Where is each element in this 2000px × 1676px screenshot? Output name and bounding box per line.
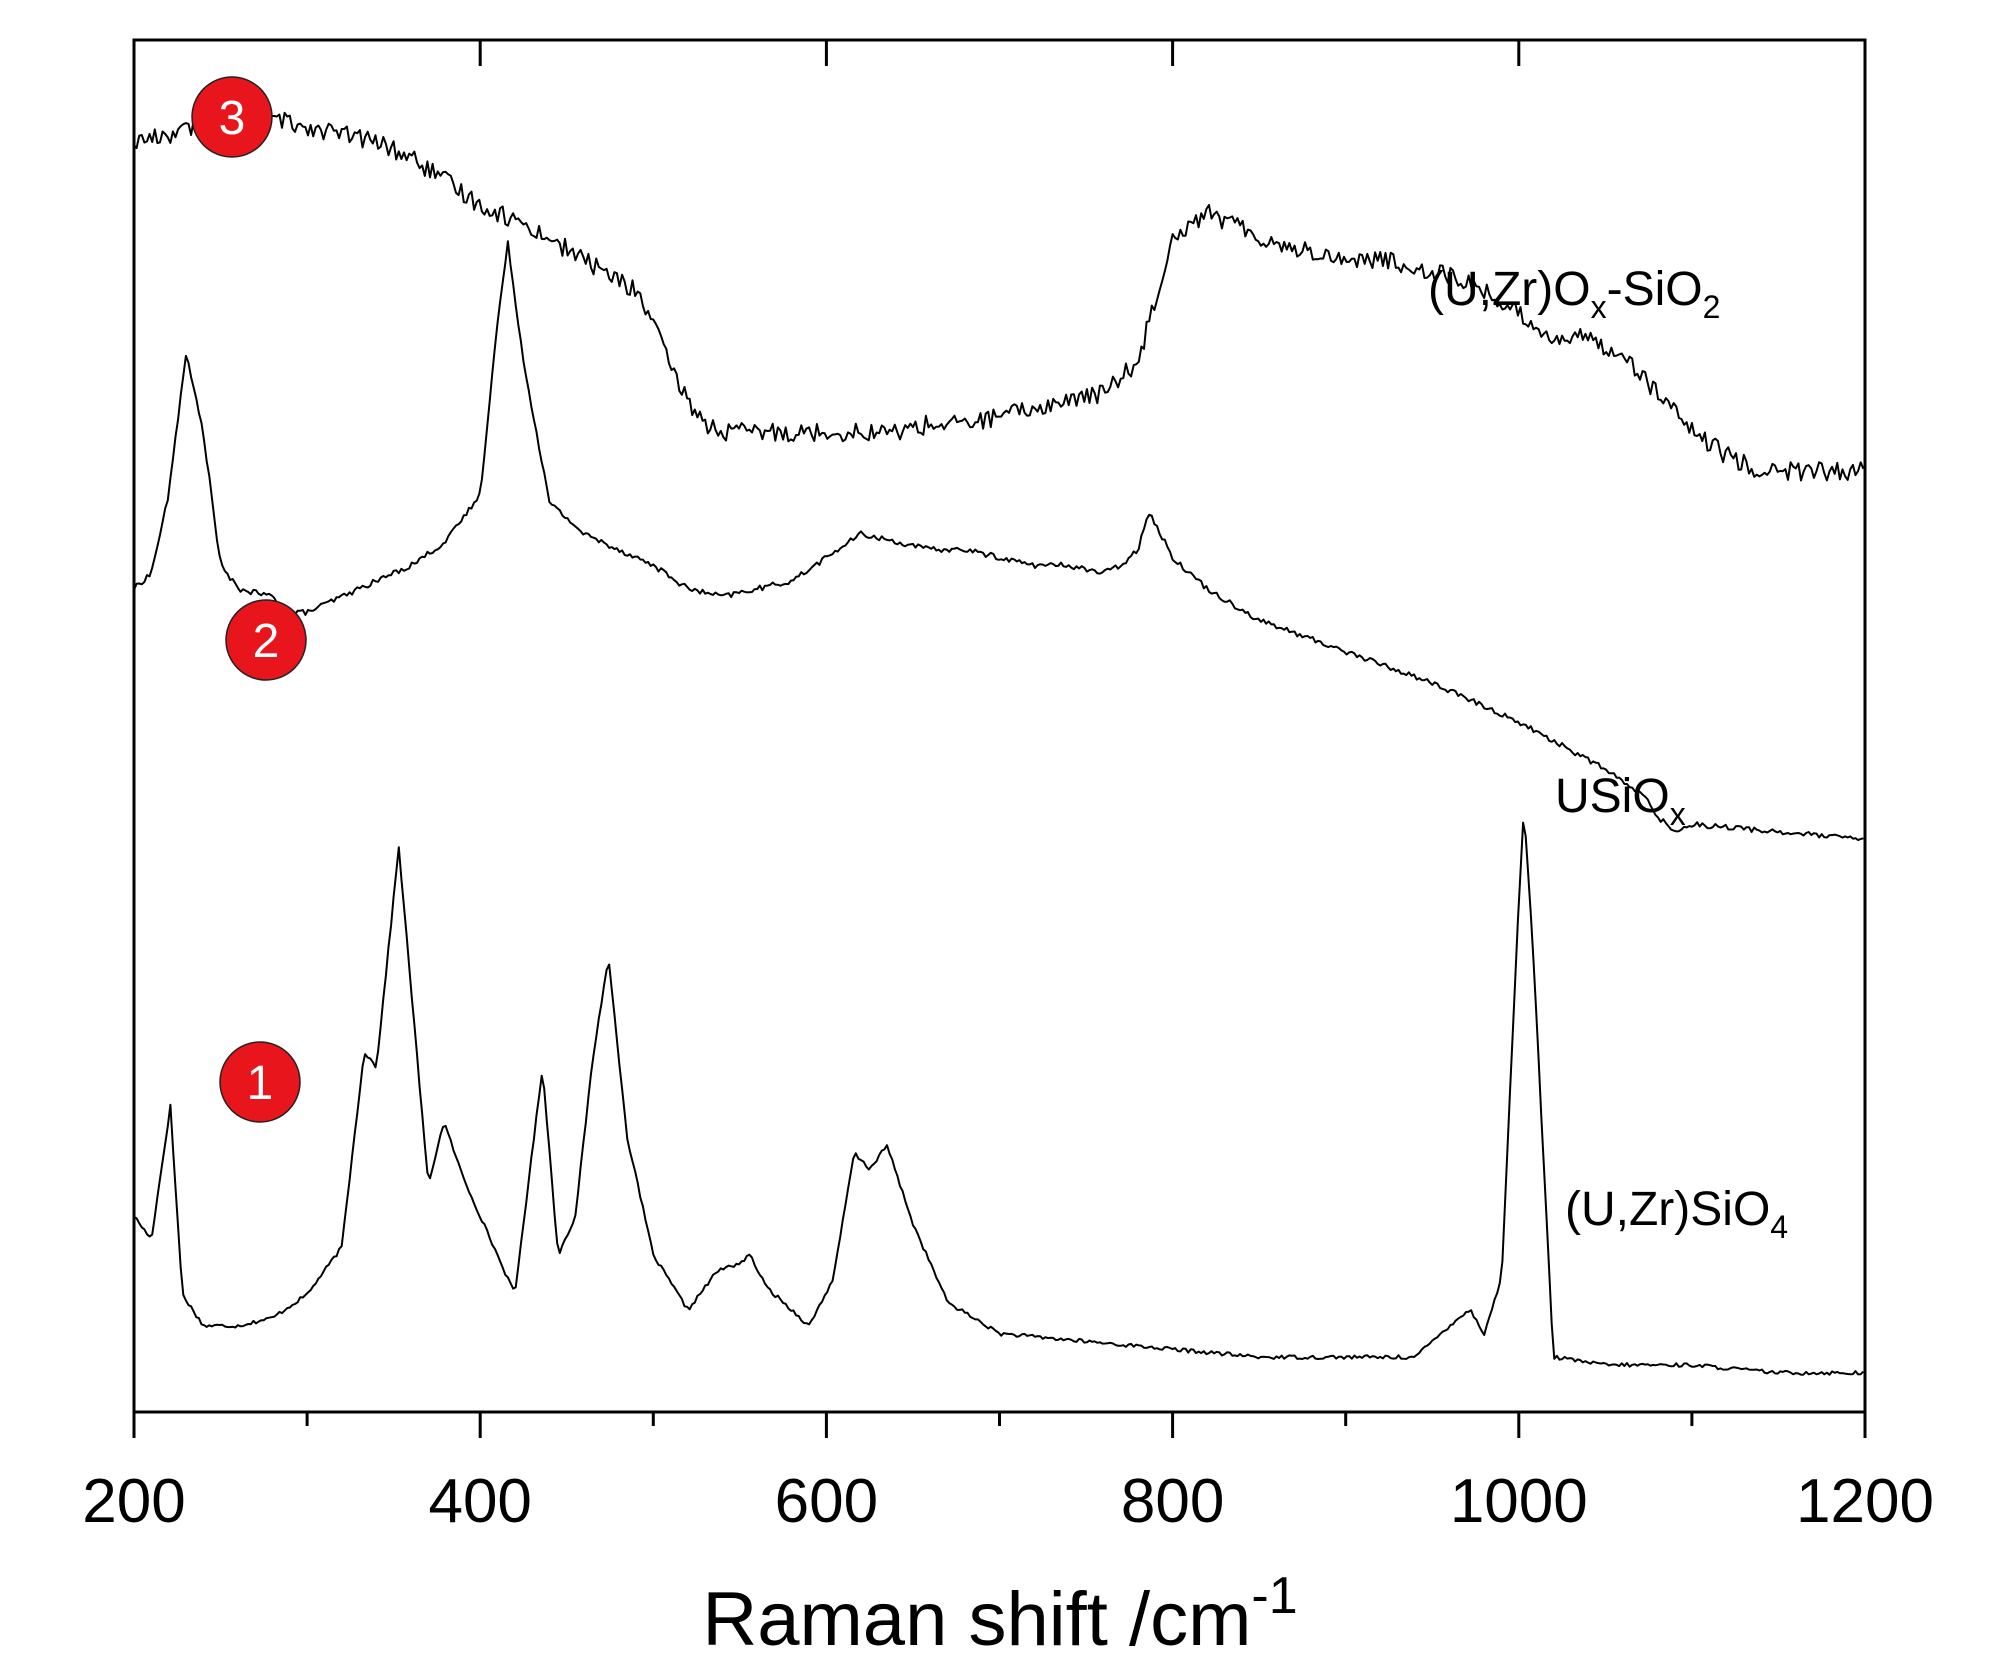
series-label-1: (U,Zr)SiO4 xyxy=(1565,1183,1788,1245)
series-label-3: (U,Zr)Ox-SiO2 xyxy=(1428,263,1720,325)
marker-number: 2 xyxy=(253,615,280,668)
series-marker-1: 1 xyxy=(219,1041,301,1123)
marker-number: 3 xyxy=(219,92,246,145)
series-marker-3: 3 xyxy=(191,76,273,158)
x-tick-label: 400 xyxy=(428,1467,531,1536)
x-tick-label: 1000 xyxy=(1450,1467,1588,1536)
x-tick-label: 1200 xyxy=(1796,1467,1934,1536)
marker-circle xyxy=(225,599,307,681)
x-axis-ticks: 200 400 600 800 1000 1200 xyxy=(82,40,1934,1536)
x-tick-label: 600 xyxy=(775,1467,878,1536)
marker-circle xyxy=(191,76,273,158)
spectrum-line-1 xyxy=(133,821,1865,1376)
spectra-layer xyxy=(133,108,1865,1376)
marker-circle xyxy=(219,1041,301,1123)
spectrum-line-2 xyxy=(133,240,1864,842)
x-tick-label: 200 xyxy=(82,1467,185,1536)
x-tick-label: 800 xyxy=(1121,1467,1224,1536)
series-markers: 1 2 3 xyxy=(191,76,307,1123)
x-axis-title: Raman shift /cm-1 xyxy=(702,1567,1297,1662)
spectrum-line-3 xyxy=(133,108,1865,482)
series-label-2: USiOx xyxy=(1555,770,1686,832)
marker-number: 1 xyxy=(247,1057,274,1110)
series-marker-2: 2 xyxy=(225,599,307,681)
